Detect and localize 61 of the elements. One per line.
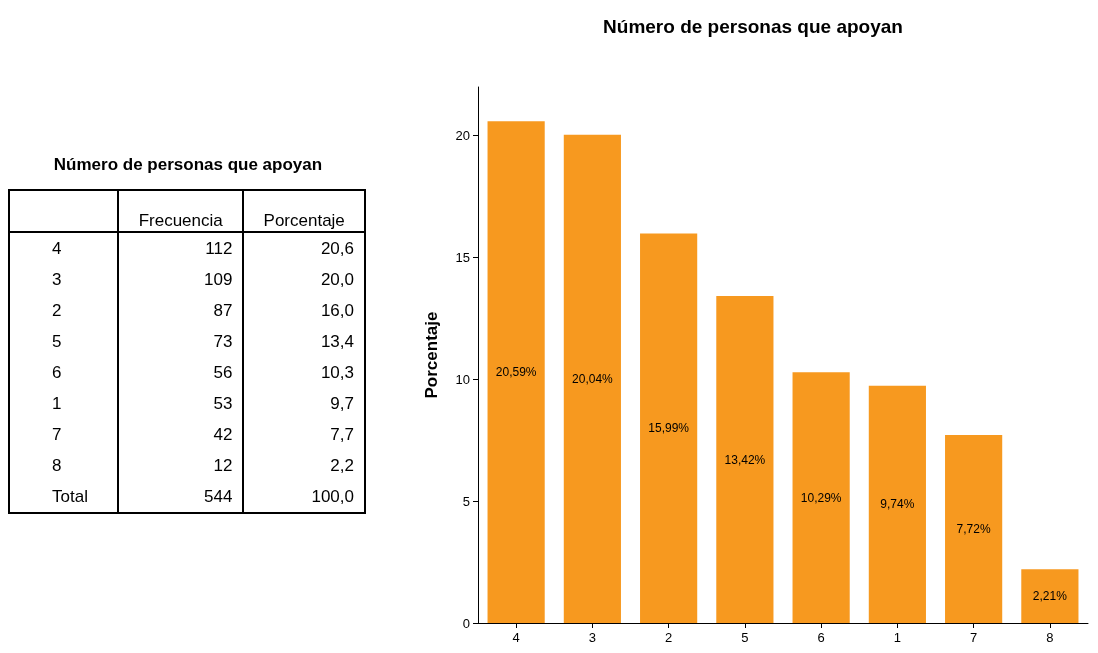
y-tick-label: 10 [455, 371, 470, 387]
bar [868, 385, 926, 623]
data-label: 7,72% [956, 521, 991, 536]
data-label: 10,29% [800, 490, 842, 505]
category-label: 4 [51, 237, 63, 260]
category-label: 3 [51, 268, 63, 291]
y-tick-label: 0 [462, 615, 470, 631]
x-tick-label: 2 [665, 630, 673, 645]
text: Número de personas que apoyan [52, 155, 324, 175]
data-label: 13,4 [243, 326, 365, 357]
data-label: 2,21% [1032, 589, 1068, 604]
data-label: 9,74% [880, 497, 915, 512]
y-tick-label: 20 [455, 128, 470, 144]
y-axis-title: Porcentaje [422, 311, 441, 399]
category-label: 2 [51, 299, 63, 322]
category-label: 5 [51, 330, 63, 353]
category-label: 1 [51, 392, 63, 415]
bar [563, 134, 621, 623]
data-label: 73 [118, 326, 244, 357]
data-label: 100,0 [243, 481, 365, 513]
data-label: 42 [118, 419, 244, 450]
data-label: 10,3 [243, 357, 365, 388]
data-label: 13,42% [724, 452, 766, 467]
bar [792, 372, 850, 623]
x-tick-label: 6 [817, 630, 825, 645]
x-tick-label: 8 [1046, 630, 1054, 645]
text: Porcentaje [243, 190, 365, 232]
data-label: 16,0 [243, 295, 365, 326]
data-label: 20,0 [243, 264, 365, 295]
data-label: 12 [118, 450, 244, 481]
data-label: 20,6 [243, 232, 365, 264]
bar [640, 233, 698, 623]
category-label: 7 [51, 423, 63, 446]
y-tick-label: 15 [455, 250, 470, 266]
data-label: 56 [118, 357, 244, 388]
bar [1021, 569, 1079, 623]
bar [716, 296, 774, 623]
data-label: 15,99% [648, 421, 690, 436]
x-tick-label: 1 [893, 630, 901, 645]
data-label: 53 [118, 388, 244, 419]
category-label: 6 [51, 361, 63, 384]
category-label: 8 [51, 454, 63, 477]
x-tick-label: 5 [741, 630, 749, 645]
data-label: 109 [118, 264, 244, 295]
data-label: 87 [118, 295, 244, 326]
data-label: 20,59% [495, 365, 537, 380]
data-label: 9,7 [243, 388, 365, 419]
bar [945, 434, 1003, 623]
bar [487, 121, 545, 623]
category-label: Total [51, 485, 89, 508]
data-label: 7,7 [243, 419, 365, 450]
y-tick-label: 5 [462, 493, 470, 509]
data-label: 20,04% [572, 371, 614, 386]
x-tick-label: 4 [512, 630, 520, 645]
chart-title: Número de personas que apoyan [603, 16, 903, 37]
data-label: 2,2 [243, 450, 365, 481]
data-label: 544 [118, 481, 244, 513]
x-tick-label: 7 [970, 630, 978, 645]
data-label: 112 [118, 232, 244, 264]
text: Frecuencia [118, 190, 244, 232]
x-tick-label: 3 [588, 630, 596, 645]
